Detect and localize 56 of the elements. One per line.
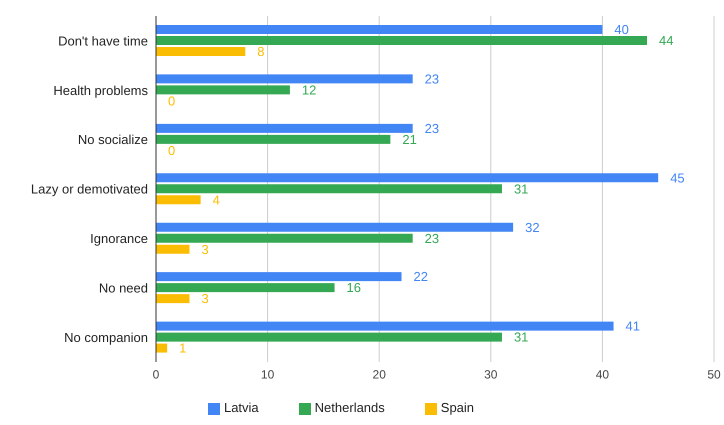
bar — [156, 85, 290, 94]
bar — [156, 344, 168, 353]
bar — [156, 332, 502, 342]
data-label: 21 — [402, 132, 417, 147]
bar — [156, 173, 658, 182]
data-label: 4 — [212, 192, 220, 208]
data-label: 31 — [514, 181, 528, 196]
data-label: 3 — [201, 291, 209, 306]
data-label: 22 — [414, 269, 428, 284]
bar — [156, 25, 602, 34]
legend-label: Latvia — [224, 400, 259, 415]
data-label: 23 — [424, 230, 440, 246]
data-label: 23 — [424, 120, 440, 136]
y-tick-label: No socialize — [78, 132, 148, 148]
data-label: 32 — [525, 220, 540, 235]
data-label: 31 — [514, 330, 528, 345]
bar — [156, 322, 614, 331]
data-label: 0 — [168, 142, 176, 158]
data-label: 45 — [670, 170, 685, 186]
bar — [156, 272, 402, 282]
x-tick-label: 30 — [484, 368, 498, 382]
bar — [156, 283, 335, 292]
x-tick-label: 40 — [596, 368, 610, 382]
y-tick-label: Don't have time — [58, 33, 148, 48]
data-label: 40 — [614, 22, 629, 38]
bar — [156, 124, 413, 133]
data-label: 41 — [626, 318, 640, 334]
bar — [156, 222, 514, 232]
legend-label: Netherlands — [314, 400, 385, 415]
y-tick-label: Ignorance — [90, 231, 148, 246]
bar — [156, 184, 502, 194]
data-label: 12 — [302, 82, 316, 98]
data-label: 8 — [257, 44, 265, 60]
bar — [156, 234, 413, 243]
bar — [156, 134, 390, 144]
bar — [156, 74, 413, 84]
x-tick-label: 20 — [372, 368, 386, 382]
data-label: 0 — [168, 93, 176, 108]
y-tick-label: Health problems — [53, 82, 148, 98]
bar — [156, 47, 246, 56]
bar — [156, 195, 201, 204]
x-tick-label: 10 — [260, 368, 275, 382]
y-tick-label: No need — [98, 280, 148, 296]
legend-label: Spain — [440, 400, 474, 415]
data-label: 1 — [179, 340, 186, 356]
data-label: 16 — [346, 280, 362, 296]
data-label: 44 — [659, 33, 674, 48]
bar — [156, 294, 190, 304]
bar — [156, 36, 648, 45]
x-tick-label: 0 — [152, 368, 160, 382]
data-label: 23 — [424, 71, 440, 86]
x-tick-label: 50 — [707, 368, 721, 382]
bar — [156, 244, 190, 254]
y-tick-label: No companion — [64, 330, 148, 345]
y-tick-label: Lazy or demotivated — [30, 182, 148, 197]
data-label: 3 — [201, 242, 209, 257]
